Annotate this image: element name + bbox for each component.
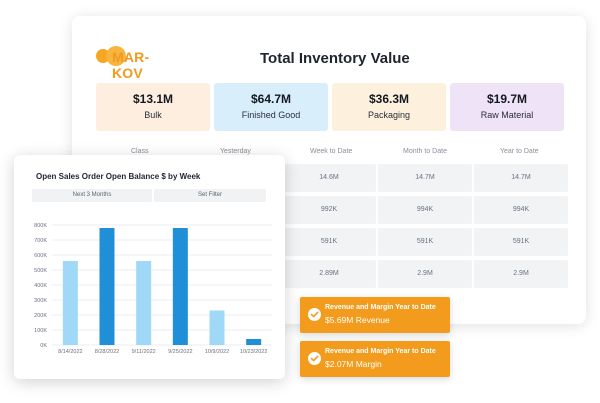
y-tick-label: 400K — [34, 283, 47, 289]
check-circle-icon — [308, 308, 321, 321]
x-tick-label: 8/14/2022 — [58, 349, 82, 355]
y-tick-label: 300K — [34, 298, 47, 304]
table-cell: 591K — [282, 228, 376, 256]
x-tick-label: 9/25/2022 — [168, 349, 192, 355]
table-cell: 2.89M — [282, 260, 376, 288]
x-tick-label: 8/28/2022 — [95, 349, 119, 355]
callout-title: Revenue and Margin Year to Date — [325, 348, 436, 355]
column-header-week-to-date[interactable]: Week to Date — [310, 148, 353, 155]
tile-label: Bulk — [144, 110, 162, 120]
callout-value: $2.07M Margin — [325, 359, 382, 369]
filter-next-3-months-button[interactable]: Next 3 Months — [32, 189, 152, 202]
table-cell: 591K — [378, 228, 472, 256]
bar — [209, 310, 225, 345]
x-tick-label: 10/9/2022 — [205, 349, 229, 355]
column-header-yesterday[interactable]: Yesterday — [220, 148, 251, 155]
tile-label: Raw Material — [480, 110, 534, 120]
revenue-callout[interactable]: Revenue and Margin Year to Date $5.69M R… — [300, 297, 450, 333]
column-header-year-to-date[interactable]: Year to Date — [500, 148, 539, 155]
bar — [136, 261, 152, 345]
tile-label: Finished Good — [241, 110, 301, 120]
x-tick-label: 10/23/2022 — [240, 349, 268, 355]
x-tick-label: 9/11/2022 — [132, 349, 156, 355]
tile-packaging[interactable]: $36.3M Packaging — [332, 83, 446, 131]
tile-finished-good[interactable]: $64.7M Finished Good — [214, 83, 328, 131]
tile-value: $19.7M — [486, 92, 528, 106]
logo-mark-large — [106, 46, 126, 66]
table-cell: 591K — [474, 228, 568, 256]
sales-chart-card: Open Sales Order Open Balance $ by Week … — [14, 155, 285, 379]
bar — [62, 261, 78, 345]
tile-value: $36.3M — [368, 92, 410, 106]
table-cell: 14.7M — [378, 164, 472, 192]
y-tick-label: 700K — [34, 238, 47, 244]
chart-title: Open Sales Order Open Balance $ by Week — [36, 172, 201, 181]
bar-chart: 0K 100K 200K 300K 400K 500K 600K 700K 800K 8/14/2… — [34, 223, 272, 355]
check-circle-icon — [308, 352, 321, 365]
callout-title: Revenue and Margin Year to Date — [325, 304, 436, 311]
bar — [99, 228, 115, 345]
y-tick-label: 800K — [34, 223, 47, 229]
brand-logo: MAR-KOV — [96, 46, 180, 81]
y-tick-label: 500K — [34, 268, 47, 274]
table-cell: 2.9M — [378, 260, 472, 288]
callout-value: $5.69M Revenue — [325, 315, 390, 325]
bar — [246, 339, 262, 345]
column-header-class[interactable]: Class — [131, 148, 149, 155]
y-tick-label: 200K — [34, 313, 47, 319]
table-cell: 14.6M — [282, 164, 376, 192]
margin-callout[interactable]: Revenue and Margin Year to Date $2.07M M… — [300, 341, 450, 377]
table-cell: 14.7M — [474, 164, 568, 192]
y-tick-label: 100K — [34, 328, 47, 334]
logo-text: MAR-KOV — [112, 49, 150, 81]
y-tick-label: 0K — [40, 343, 47, 349]
tile-bulk[interactable]: $13.1M Bulk — [96, 83, 210, 131]
y-tick-label: 600K — [34, 253, 47, 259]
set-filter-button[interactable]: Set Filter — [154, 189, 266, 202]
tile-label: Packaging — [367, 110, 411, 120]
table-cell: 2.9M — [474, 260, 568, 288]
table-cell: 994K — [474, 196, 568, 224]
column-header-month-to-date[interactable]: Month to Date — [403, 148, 447, 155]
bar — [172, 228, 188, 345]
inventory-title: Total Inventory Value — [260, 50, 410, 67]
table-cell: 994K — [378, 196, 472, 224]
tile-value: $13.1M — [132, 92, 174, 106]
tile-value: $64.7M — [250, 92, 292, 106]
table-cell: 992K — [282, 196, 376, 224]
tile-raw-material[interactable]: $19.7M Raw Material — [450, 83, 564, 131]
